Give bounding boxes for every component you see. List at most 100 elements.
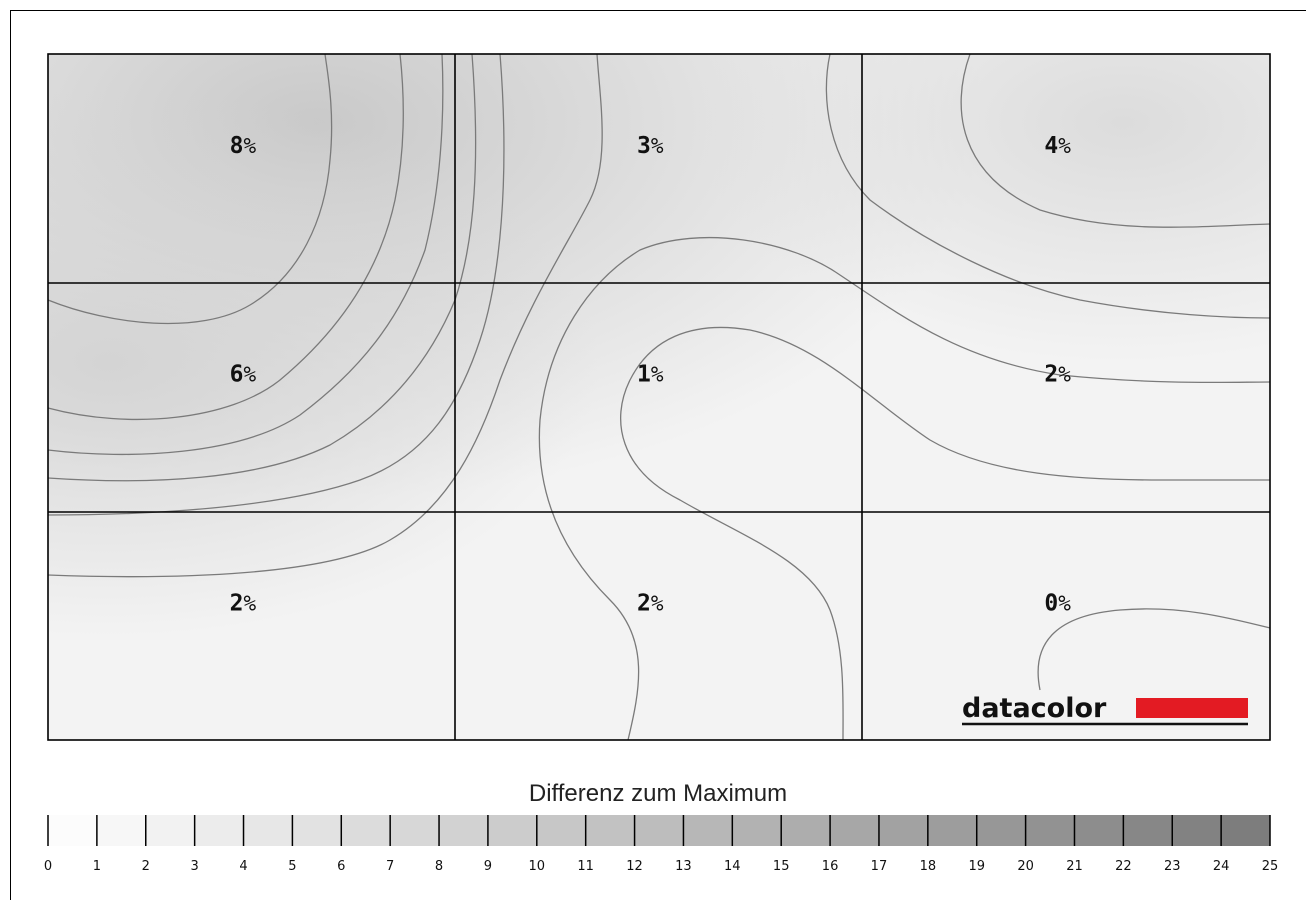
contour-lines [47, 53, 1271, 741]
legend-swatch [243, 815, 293, 846]
legend-tick-label: 5 [288, 859, 296, 874]
cell-value-unit: % [1058, 363, 1071, 387]
logo-text: datacolor [962, 693, 1107, 724]
contour-line [47, 53, 477, 482]
contour-line [47, 53, 333, 325]
legend-tick-label: 24 [1213, 859, 1230, 874]
legend-tick-label: 6 [337, 859, 345, 874]
cell-value-unit: % [651, 363, 664, 387]
cell-value-r2-c1: 2% [637, 590, 664, 616]
chart-frame [10, 10, 1306, 900]
legend-tick-label: 17 [871, 859, 888, 874]
legend: Differenz zum Maximum 0 1 2 3 4 5 6 7 8 9 10 11 12 13… [44, 780, 1278, 874]
cell-value-r0-c2: 4% [1044, 133, 1071, 159]
legend-swatch [292, 815, 342, 846]
legend-swatch [48, 815, 98, 846]
contour-line [1037, 608, 1271, 691]
legend-swatch [96, 815, 147, 846]
legend-swatch [1025, 815, 1075, 846]
legend-swatch [634, 815, 684, 846]
contour-line [619, 326, 1270, 741]
contour-line [47, 53, 603, 578]
contour-line [47, 53, 404, 421]
legend-tick-label: 9 [484, 859, 492, 874]
legend-tick-label: 12 [626, 859, 643, 874]
legend-swatch [1221, 815, 1271, 846]
contour-line [825, 53, 1271, 319]
contour-line [538, 236, 1271, 741]
cell-labels: 8% 3% 4%6% 1% 2%2% 2% 0% [230, 133, 1072, 616]
legend-swatch [145, 815, 196, 846]
legend-swatch [487, 815, 538, 846]
legend-tick-label: 11 [577, 859, 594, 874]
cell-value-number: 2 [1044, 362, 1058, 388]
cell-value-unit: % [651, 591, 664, 615]
legend-tick-label: 18 [920, 859, 937, 874]
cell-value-number: 2 [637, 590, 651, 616]
legend-swatch [830, 815, 880, 846]
legend-tick-label: 2 [142, 859, 150, 874]
cell-value-r2-c0: 2% [230, 590, 257, 616]
legend-tick-label: 14 [724, 859, 741, 874]
grid-lines [47, 53, 1271, 741]
legend-tick-label: 23 [1164, 859, 1181, 874]
legend-title: Differenz zum Maximum [529, 780, 787, 807]
legend-ticks [47, 815, 1271, 846]
cell-value-number: 4 [1044, 133, 1058, 159]
cell-value-unit: % [244, 363, 257, 387]
cell-value-r1-c2: 2% [1044, 362, 1071, 388]
legend-tick-label: 8 [435, 859, 443, 874]
cell-value-number: 3 [637, 133, 651, 159]
cell-value-number: 1 [637, 362, 651, 388]
legend-swatch [878, 815, 929, 846]
legend-swatch [536, 815, 587, 846]
logo-red-bar [1136, 698, 1248, 718]
legend-labels: 0 1 2 3 4 5 6 7 8 9 10 11 12 13 14 15 16 17 18 19 20 21 22 23 24… [44, 859, 1278, 874]
legend-swatch [194, 815, 245, 846]
cell-value-r0-c1: 3% [637, 133, 664, 159]
legend-swatch [341, 815, 391, 846]
legend-tick-label: 10 [529, 859, 546, 874]
legend-tick-label: 13 [675, 859, 692, 874]
cell-value-unit: % [1058, 134, 1071, 158]
legend-tick-label: 0 [44, 859, 52, 874]
legend-swatch [927, 815, 978, 846]
cell-value-unit: % [651, 134, 664, 158]
legend-tick-label: 21 [1066, 859, 1083, 874]
legend-tick-label: 7 [386, 859, 394, 874]
legend-swatch [585, 815, 636, 846]
legend-swatch [390, 815, 440, 846]
legend-tick-label: 19 [968, 859, 985, 874]
legend-swatch [1123, 815, 1173, 846]
legend-tick-label: 22 [1115, 859, 1132, 874]
legend-swatch [976, 815, 1027, 846]
legend-swatch [781, 815, 831, 846]
legend-tick-label: 15 [773, 859, 790, 874]
cell-value-unit: % [244, 134, 257, 158]
legend-swatch [1074, 815, 1124, 846]
cell-value-number: 6 [230, 362, 244, 388]
cell-value-r0-c0: 8% [230, 133, 257, 159]
legend-tick-label: 3 [190, 859, 198, 874]
legend-tick-label: 16 [822, 859, 839, 874]
cell-value-r2-c2: 0% [1044, 590, 1071, 616]
legend-swatch [439, 815, 489, 846]
cell-value-r1-c1: 1% [637, 362, 664, 388]
contour-line [47, 53, 444, 456]
cell-value-number: 0 [1044, 590, 1058, 616]
legend-swatch [1172, 815, 1222, 846]
cell-value-r1-c0: 6% [230, 362, 257, 388]
contour-line [960, 53, 1271, 228]
contour-line [47, 53, 505, 516]
cell-value-number: 2 [230, 590, 244, 616]
legend-swatch [683, 815, 733, 846]
cell-value-number: 8 [230, 133, 244, 159]
cell-value-unit: % [1058, 591, 1071, 615]
legend-swatches [48, 815, 1271, 846]
legend-tick-label: 20 [1017, 859, 1034, 874]
grid-border [47, 53, 1271, 741]
legend-swatch [732, 815, 782, 846]
legend-tick-label: 25 [1262, 859, 1279, 874]
datacolor-logo: datacolor [962, 693, 1248, 726]
